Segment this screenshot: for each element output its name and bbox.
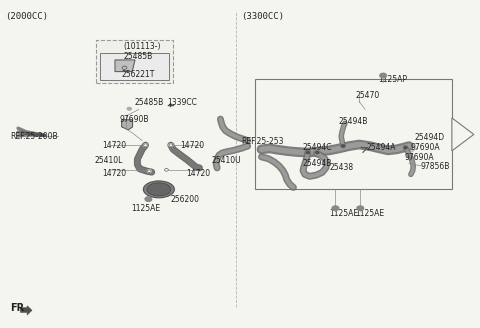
Text: 14720: 14720 xyxy=(180,141,204,150)
Circle shape xyxy=(145,197,152,201)
Circle shape xyxy=(147,170,151,173)
Text: 25485B: 25485B xyxy=(134,98,163,107)
Text: FR: FR xyxy=(10,303,24,313)
Text: REF.25-200B: REF.25-200B xyxy=(10,132,58,141)
Circle shape xyxy=(332,206,339,211)
Text: 25494C: 25494C xyxy=(302,143,332,152)
Text: 25410L: 25410L xyxy=(95,155,123,165)
Text: 14720: 14720 xyxy=(187,169,211,178)
Text: 25410U: 25410U xyxy=(211,155,241,165)
Text: 256221T: 256221T xyxy=(121,70,155,79)
Text: 97690B: 97690B xyxy=(120,114,149,124)
Text: 25494D: 25494D xyxy=(415,133,445,142)
Ellipse shape xyxy=(144,181,174,198)
Circle shape xyxy=(127,107,132,110)
Circle shape xyxy=(380,73,386,78)
Bar xyxy=(100,53,169,80)
Text: 1125AE: 1125AE xyxy=(356,209,384,218)
Circle shape xyxy=(169,144,173,146)
Text: 97856B: 97856B xyxy=(420,162,450,171)
Text: 1125AP: 1125AP xyxy=(378,75,408,84)
Text: 25494B: 25494B xyxy=(338,116,368,126)
Text: 256200: 256200 xyxy=(171,195,200,204)
Bar xyxy=(96,40,173,83)
Circle shape xyxy=(357,206,364,211)
Circle shape xyxy=(404,147,407,149)
Ellipse shape xyxy=(147,183,171,196)
Text: REF.25-253: REF.25-253 xyxy=(241,137,284,146)
Text: 25438: 25438 xyxy=(330,163,354,172)
Circle shape xyxy=(165,169,168,171)
Text: 14720: 14720 xyxy=(103,141,127,150)
Text: 25494B: 25494B xyxy=(302,159,331,168)
Text: (3300CC): (3300CC) xyxy=(241,12,285,21)
Circle shape xyxy=(342,145,345,147)
Text: 1125AE: 1125AE xyxy=(131,204,160,214)
Circle shape xyxy=(144,144,147,146)
Circle shape xyxy=(316,152,319,154)
Polygon shape xyxy=(121,120,132,130)
Text: 97690A: 97690A xyxy=(411,143,441,152)
Polygon shape xyxy=(115,60,135,72)
Text: 25494A: 25494A xyxy=(366,143,396,152)
Text: (2000CC): (2000CC) xyxy=(5,12,48,21)
Text: 1125AE: 1125AE xyxy=(329,209,358,218)
Bar xyxy=(255,79,452,189)
Text: 25470: 25470 xyxy=(356,91,380,100)
Polygon shape xyxy=(452,118,474,151)
Text: 97690A: 97690A xyxy=(404,153,434,162)
Polygon shape xyxy=(21,306,32,315)
Text: 14720: 14720 xyxy=(103,169,127,178)
Text: (101113-)
25485B: (101113-) 25485B xyxy=(123,42,161,61)
Text: 1339CC: 1339CC xyxy=(168,98,197,107)
Circle shape xyxy=(306,152,309,154)
